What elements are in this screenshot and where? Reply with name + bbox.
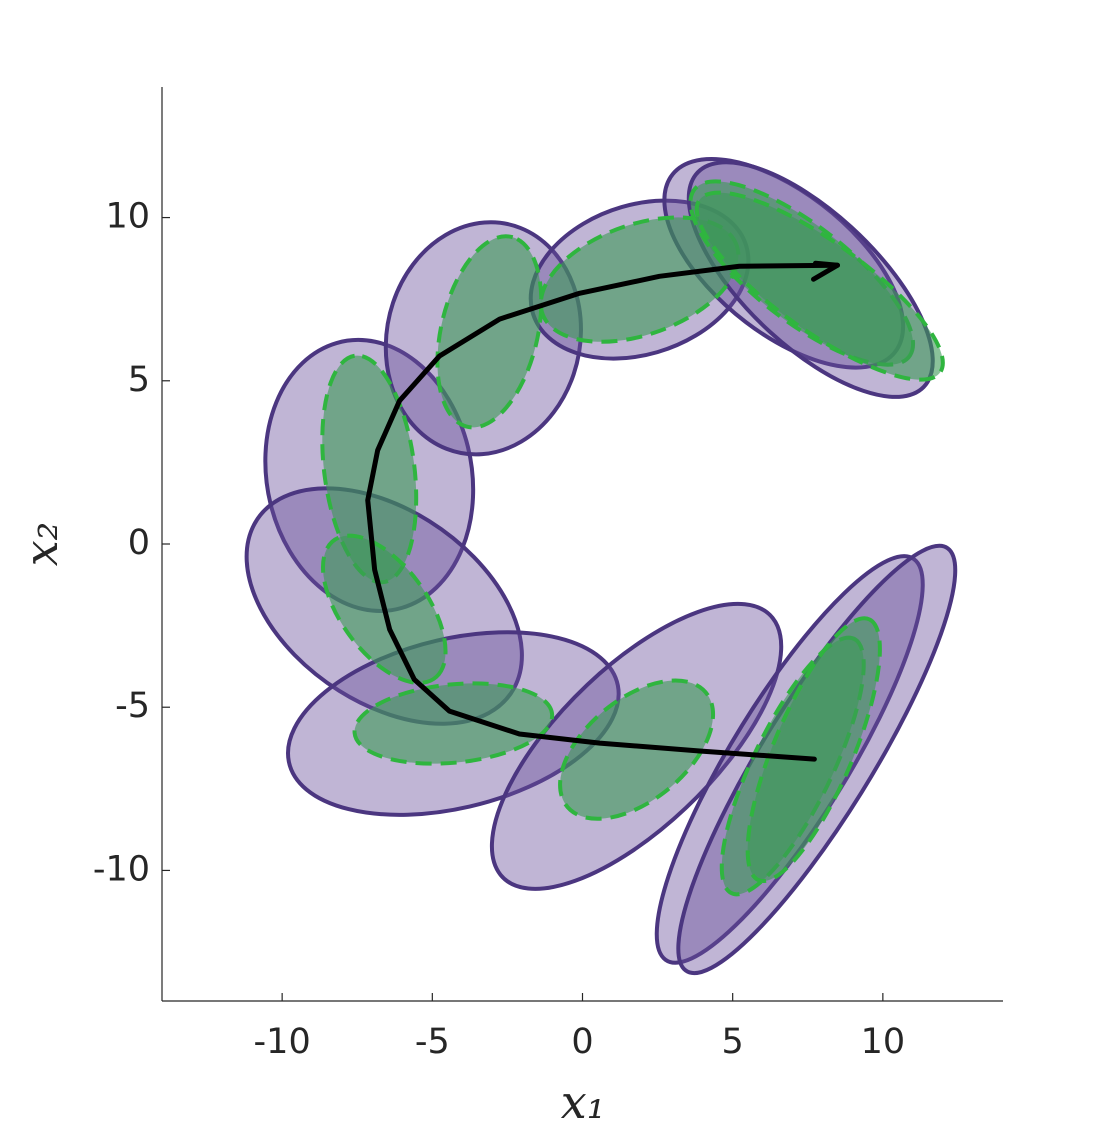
- y-tick-label: -10: [93, 849, 150, 889]
- trajectory: [365, 262, 841, 762]
- y-tick-label: -5: [115, 686, 150, 726]
- ellipse-group: [351, 675, 555, 772]
- plot-area: [209, 118, 992, 1003]
- y-tick-label: 0: [128, 523, 150, 563]
- ellipse: [723, 602, 905, 898]
- x-axis-label: x₁: [561, 1075, 605, 1129]
- x-tick-label: -10: [254, 1022, 311, 1062]
- x-tick-label: 5: [722, 1022, 744, 1062]
- x-tick-label: -5: [415, 1022, 450, 1062]
- ellipse: [676, 162, 964, 409]
- ellipse: [351, 675, 555, 772]
- y-tick-label: 5: [128, 360, 150, 400]
- x-tick-label: 0: [571, 1022, 593, 1062]
- y-tick-label: 10: [105, 197, 150, 237]
- y-axis-label: x₂: [14, 522, 68, 566]
- arrow-head: [811, 260, 841, 282]
- x-tick-label: 10: [861, 1022, 906, 1062]
- ellipse-group: [723, 602, 905, 898]
- ellipse-group: [676, 162, 964, 409]
- ellipse: [538, 653, 736, 847]
- ellipse-group: [538, 653, 736, 847]
